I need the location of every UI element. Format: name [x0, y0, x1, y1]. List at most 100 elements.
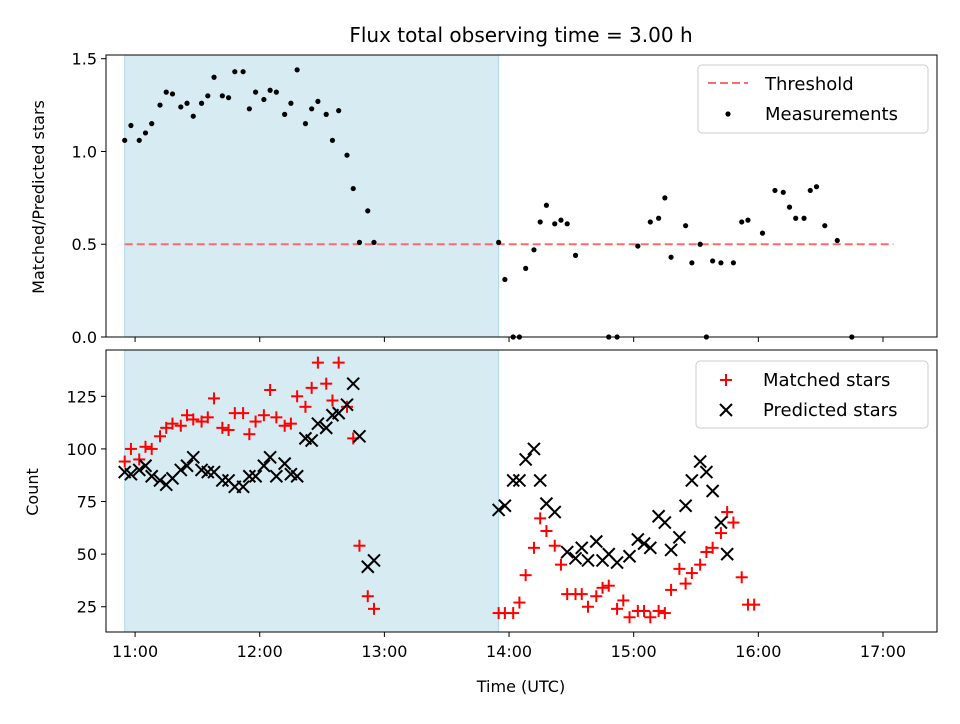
xtick-label-3: 14:00	[486, 642, 532, 661]
measurement-point-11	[198, 100, 205, 106]
legend-matched-swatch	[720, 374, 732, 386]
matched-point-5	[154, 430, 167, 443]
measurement-point-52	[647, 219, 653, 225]
matched-point-69	[714, 527, 727, 540]
measurement-point-58	[697, 241, 703, 247]
count-panel-frame	[105, 349, 938, 633]
count-legend-box	[695, 360, 929, 429]
matched-point-60	[652, 604, 665, 617]
matched-point-45	[548, 539, 561, 552]
measurement-point-30	[329, 137, 336, 143]
count-y-axis-label: Count	[23, 468, 42, 516]
measurement-point-24	[288, 100, 294, 106]
measurement-point-54	[662, 195, 668, 201]
matched-point-1	[124, 442, 137, 455]
matched-point-74	[748, 598, 761, 611]
predicted-point-18	[242, 469, 257, 483]
matched-point-71	[727, 516, 740, 529]
predicted-point-21	[263, 450, 277, 465]
measurement-point-41	[523, 265, 529, 271]
predicted-point-34	[352, 429, 367, 443]
measurement-point-72	[813, 184, 820, 190]
measurement-point-61	[718, 260, 724, 266]
measurement-point-32	[344, 152, 350, 158]
predicted-point-64	[693, 454, 707, 469]
matched-point-3	[139, 440, 152, 453]
matched-point-54	[611, 602, 624, 615]
measurement-point-33	[350, 185, 356, 192]
xtick-label-6: 17:00	[860, 642, 906, 661]
predicted-point-3	[138, 459, 153, 473]
predicted-point-17	[236, 480, 250, 494]
predicted-stars-series	[117, 376, 734, 574]
matched-point-63	[673, 562, 686, 575]
measurements-series	[122, 67, 855, 340]
predicted-point-5	[153, 473, 167, 488]
matched-point-67	[700, 546, 713, 559]
predicted-point-2	[132, 463, 146, 477]
matched-point-34	[353, 539, 366, 552]
measurement-point-29	[323, 111, 329, 117]
measurement-point-15	[225, 95, 232, 101]
matched-point-36	[367, 602, 380, 615]
matched-point-55	[617, 594, 630, 607]
count-panel: 25 50 75 100 125 11:00 12:00 13:00 14:00 15:00 16…	[23, 349, 938, 696]
predicted-point-25	[290, 469, 304, 483]
predicted-point-43	[533, 473, 547, 488]
measurement-point-56	[683, 223, 689, 229]
matched-point-49	[575, 588, 588, 601]
predicted-point-49	[581, 553, 595, 568]
matched-point-9	[181, 409, 194, 422]
measurement-point-67	[780, 189, 786, 195]
ratio-panel-frame	[105, 54, 938, 338]
matched-point-25	[291, 390, 304, 403]
matched-point-66	[694, 558, 707, 571]
predicted-point-54	[622, 549, 637, 563]
predicted-point-27	[304, 433, 319, 448]
predicted-point-28	[311, 416, 325, 431]
measurement-point-35	[365, 208, 371, 214]
measurement-point-31	[336, 108, 342, 114]
measurement-point-64	[745, 217, 751, 223]
measurement-point-16	[232, 69, 238, 75]
matched-point-35	[361, 590, 374, 603]
measurement-point-65	[759, 230, 766, 236]
matched-point-21	[264, 383, 277, 396]
matched-point-50	[581, 600, 594, 613]
predicted-point-19	[248, 469, 263, 483]
predicted-point-40	[512, 473, 527, 488]
chart-title: Flux total observing time = 3.00 h	[349, 23, 692, 47]
matched-point-31	[332, 356, 345, 369]
predicted-point-41	[518, 452, 533, 467]
predicted-point-12	[201, 465, 215, 479]
predicted-point-53	[610, 555, 624, 570]
ratio-shaded-span	[124, 54, 500, 338]
count-y-axis-ticks: 25 50 75 100 125	[66, 387, 106, 617]
measurement-point-60	[710, 258, 716, 264]
measurement-point-21	[267, 87, 273, 93]
predicted-point-68	[720, 547, 734, 561]
predicted-point-33	[346, 376, 360, 391]
measurement-point-46	[558, 217, 564, 223]
matched-point-20	[257, 409, 270, 422]
matched-point-65	[685, 567, 698, 580]
legend-matched-label: Matched stars	[763, 370, 890, 391]
predicted-point-20	[257, 459, 271, 473]
matched-point-40	[513, 596, 526, 609]
measurement-point-20	[261, 96, 267, 103]
predicted-point-37	[491, 503, 506, 517]
count-ytick-label-4: 125	[66, 387, 97, 406]
matched-point-18	[243, 428, 256, 441]
measurement-point-18	[246, 106, 252, 112]
matched-point-10	[187, 413, 200, 426]
measurement-point-34	[356, 239, 363, 245]
matched-point-51	[590, 590, 603, 603]
measurement-point-0	[122, 137, 128, 143]
ratio-ytick-label-2: 1.0	[72, 142, 97, 161]
count-ytick-label-0: 25	[77, 598, 97, 617]
measurement-point-66	[772, 187, 778, 194]
predicted-point-29	[319, 421, 333, 435]
ratio-y-axis-ticks: 0.0 0.5 1.0 1.5	[72, 50, 106, 347]
measurement-point-10	[190, 113, 196, 119]
measurement-point-19	[252, 89, 259, 95]
